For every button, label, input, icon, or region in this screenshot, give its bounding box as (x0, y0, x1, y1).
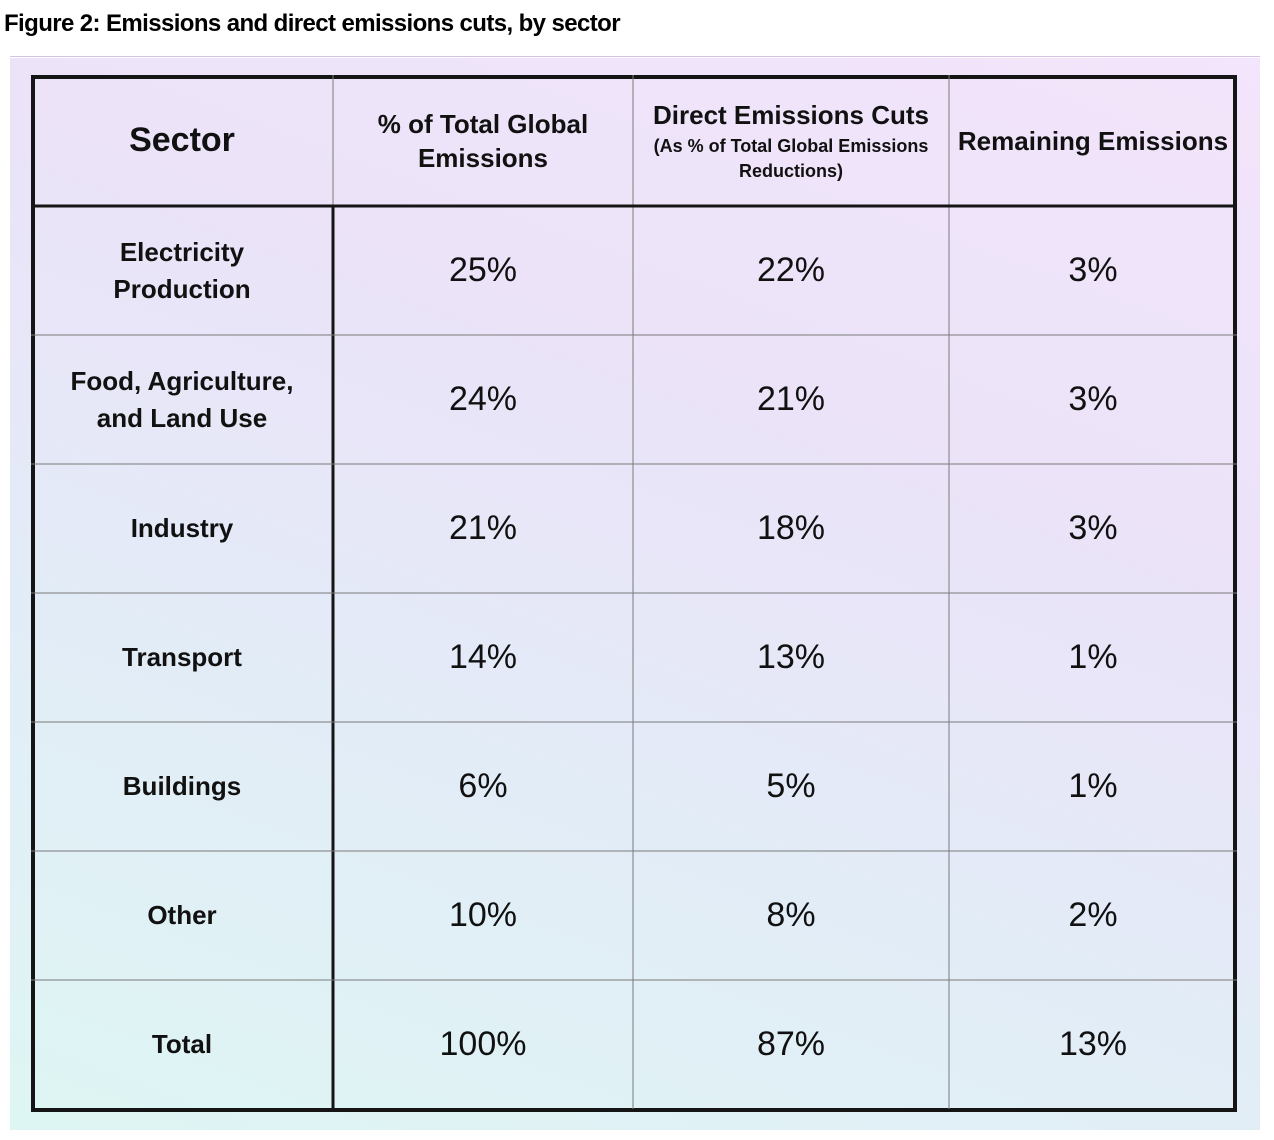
sector-cell-buildings: Buildings (31, 722, 333, 851)
remaining-cell: 3% (949, 335, 1237, 464)
table-grid-lines (31, 75, 1237, 1109)
sector-label: Total (151, 1029, 213, 1059)
remaining-cell: 13% (949, 980, 1237, 1109)
sector-label: Buildings (122, 771, 242, 801)
total-share-cell: 24% (333, 335, 633, 464)
direct-cuts-value: 13% (756, 638, 826, 676)
sector-cell-other: Other (31, 851, 333, 980)
sector-cell-transport: Transport (31, 593, 333, 722)
remaining-cell: 1% (949, 722, 1237, 851)
total-share-cell: 10% (333, 851, 633, 980)
total-share-cell: 100% (333, 980, 633, 1109)
total-share-value: 21% (448, 509, 518, 547)
total-share-cell: 21% (333, 464, 633, 593)
total-share-value: 25% (448, 251, 518, 289)
sector-cell-food-agriculture: Food, Agriculture, and Land Use (31, 335, 333, 464)
sector-label: Other (147, 900, 217, 930)
direct-cuts-cell: 5% (633, 722, 949, 851)
column-header-total-share: % of Total Global Emissions (333, 75, 633, 206)
column-header-remaining: Remaining Emissions (949, 75, 1237, 206)
direct-cuts-cell: 21% (633, 335, 949, 464)
remaining-value: 2% (1068, 896, 1118, 934)
remaining-value: 3% (1068, 380, 1118, 418)
sector-cell-total: Total (31, 980, 333, 1109)
direct-cuts-value: 21% (756, 380, 826, 418)
sector-label: Transport (122, 642, 242, 672)
remaining-value: 1% (1068, 638, 1118, 676)
total-share-cell: 6% (333, 722, 633, 851)
direct-cuts-value: 5% (766, 767, 816, 805)
remaining-cell: 1% (949, 593, 1237, 722)
total-share-value: 6% (458, 767, 508, 805)
column-header-remaining-label: Remaining Emissions (957, 125, 1229, 156)
figure-title: Figure 2: Emissions and direct emissions… (4, 10, 621, 37)
remaining-cell: 3% (949, 206, 1237, 335)
column-header-direct-cuts-label: Direct Emissions Cuts (653, 99, 929, 130)
remaining-value: 1% (1068, 767, 1118, 805)
sector-cell-electricity: Electricity Production (31, 206, 333, 335)
total-share-cell: 25% (333, 206, 633, 335)
direct-cuts-cell: 87% (633, 980, 949, 1109)
remaining-value: 3% (1068, 251, 1118, 289)
total-share-value: 10% (448, 896, 518, 934)
direct-cuts-value: 8% (766, 896, 816, 934)
remaining-cell: 3% (949, 464, 1237, 593)
direct-cuts-cell: 18% (633, 464, 949, 593)
sector-label: Food, Agriculture, and Land Use (70, 365, 294, 433)
remaining-value: 3% (1068, 509, 1118, 547)
emissions-table: Sector % of Total Global Emissions Direc… (31, 75, 1237, 1112)
column-header-sector-label: Sector (129, 121, 235, 159)
total-share-value: 14% (448, 638, 518, 676)
total-share-value: 24% (448, 380, 518, 418)
column-header-direct-cuts: Direct Emissions Cuts (As % of Total Glo… (633, 75, 949, 206)
table-background-panel (10, 58, 1260, 1130)
direct-cuts-cell: 22% (633, 206, 949, 335)
total-share-value: 100% (439, 1025, 527, 1063)
total-share-cell: 14% (333, 593, 633, 722)
direct-cuts-cell: 8% (633, 851, 949, 980)
direct-cuts-value: 18% (756, 509, 826, 547)
direct-cuts-value: 87% (756, 1025, 826, 1063)
title-divider (10, 56, 1260, 57)
column-header-sector: Sector (31, 75, 333, 206)
sector-cell-industry: Industry (31, 464, 333, 593)
direct-cuts-value: 22% (756, 251, 826, 289)
column-header-direct-cuts-sublabel: (As % of Total Global Emissions Reductio… (653, 135, 929, 181)
sector-label: Electricity Production (113, 236, 251, 304)
sector-label: Industry (130, 513, 234, 543)
column-header-total-share-label: % of Total Global Emissions (377, 108, 589, 173)
direct-cuts-cell: 13% (633, 593, 949, 722)
remaining-cell: 2% (949, 851, 1237, 980)
remaining-value: 13% (1058, 1025, 1128, 1063)
